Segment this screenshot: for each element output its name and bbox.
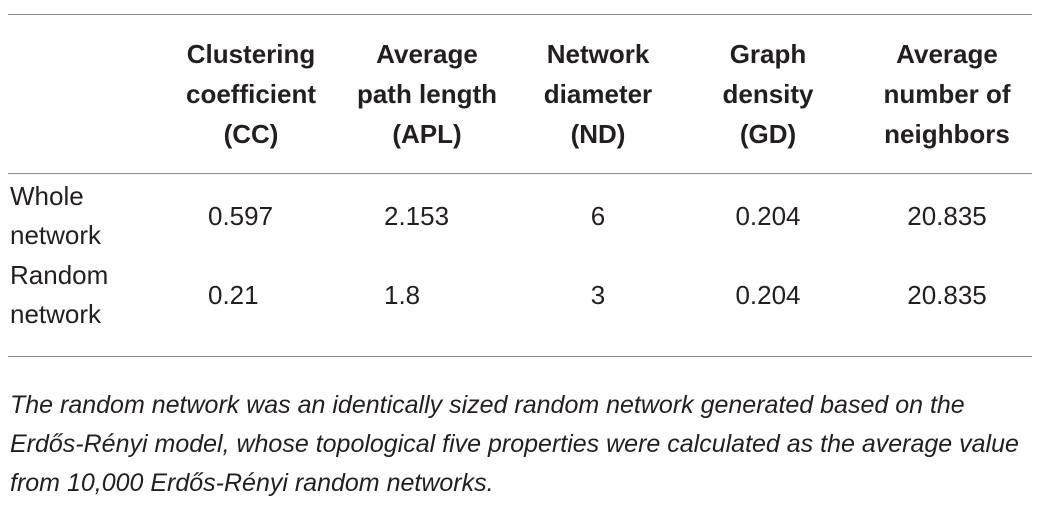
cell-neighbors: 20.835 xyxy=(907,279,987,310)
table-body: Whole network 0.597 2.153 6 0.204 20.835… xyxy=(8,174,1032,356)
table-row: Whole network 0.597 2.153 6 0.204 20.835 xyxy=(8,176,1032,255)
cell-nd: 3 xyxy=(590,279,606,310)
header-average-neighbors: Average number of neighbors xyxy=(883,39,1011,149)
network-properties-table: Clustering coefficient (CC) Average path… xyxy=(8,14,1032,357)
row-label: Whole network xyxy=(10,180,102,250)
table-top-rule xyxy=(8,14,1032,15)
header-average-path-length: Average path length (APL) xyxy=(356,39,498,149)
cell-nd: 6 xyxy=(590,200,606,231)
cell-apl: 1.8 xyxy=(384,279,421,310)
cell-gd: 0.204 xyxy=(735,279,801,310)
header-graph-density: Graph density (GD) xyxy=(722,39,814,149)
cell-cc: 0.21 xyxy=(208,279,259,310)
table-bottom-rule xyxy=(8,356,1032,357)
cell-apl: 2.153 xyxy=(384,200,450,231)
row-label: Random network xyxy=(10,259,109,329)
table-header-rule xyxy=(8,173,1032,174)
header-clustering-coefficient: Clustering coefficient (CC) xyxy=(185,39,317,149)
table-row: Random network 0.21 1.8 3 0.204 20.835 xyxy=(8,255,1032,334)
cell-cc: 0.597 xyxy=(208,200,274,231)
cell-neighbors: 20.835 xyxy=(907,200,987,231)
header-network-diameter: Network diameter (ND) xyxy=(543,39,653,149)
cell-gd: 0.204 xyxy=(735,200,801,231)
table-header-row: Clustering coefficient (CC) Average path… xyxy=(8,15,1032,173)
table-footnote: The random network was an identically si… xyxy=(10,391,1019,497)
